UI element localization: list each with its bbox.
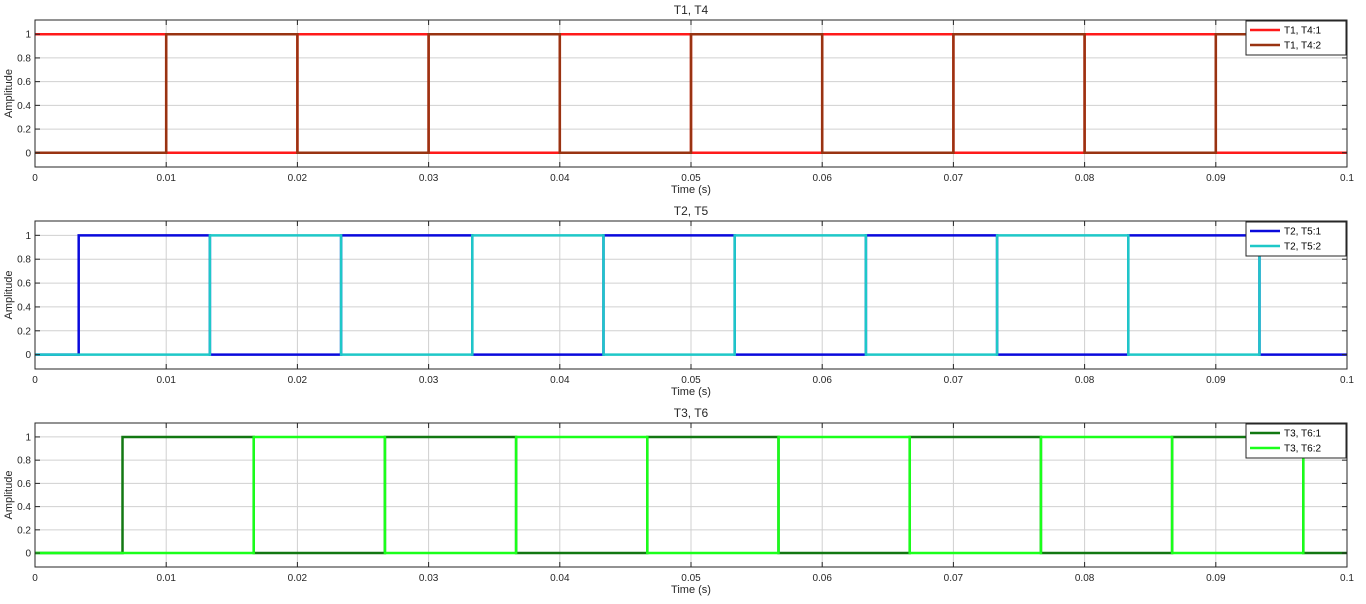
x-tick-label: 0.04 — [550, 173, 570, 184]
x-tick-label: 0.05 — [681, 173, 701, 184]
legend-entry: T3, T6:2 — [1284, 444, 1321, 455]
x-axis-label: Time (s) — [671, 584, 711, 596]
chart-panel-1: 0 0.01 0.02 0.03 0.04 0.05 0.06 0.07 0.08 0.09 0.1… — [3, 3, 1354, 196]
series-line-2 — [35, 435, 1347, 555]
y-tick-label: 0.2 — [17, 326, 31, 337]
y-tick-label: 0.8 — [17, 53, 31, 64]
legend-box — [1245, 423, 1347, 459]
x-tick-label: 0.01 — [156, 173, 176, 184]
x-tick-label: 0.01 — [156, 573, 176, 584]
y-tick-label: 1 — [25, 432, 31, 443]
x-tick-label: 0.07 — [944, 573, 964, 584]
x-tick-label: 0.02 — [288, 375, 308, 386]
chart-panel-2: 0 0.01 0.02 0.03 0.04 0.05 0.06 0.07 0.08 0.09 0.1… — [3, 204, 1354, 398]
x-tick-label: 0.08 — [1075, 573, 1095, 584]
legend-entry: T2, T5:2 — [1284, 242, 1321, 253]
x-tick-label: 0.05 — [681, 375, 701, 386]
x-tick-label: 0.02 — [288, 573, 308, 584]
y-tick-label: 1 — [25, 231, 31, 242]
x-tick-label: 0.07 — [944, 375, 964, 386]
x-tick-label: 0.04 — [550, 375, 570, 386]
x-tick-label: 0 — [32, 573, 38, 584]
x-tick-label: 0 — [32, 375, 38, 386]
legend: T2, T5:1 T2, T5:2 — [1245, 221, 1347, 257]
x-tick-label: 0.08 — [1075, 375, 1095, 386]
legend: T1, T4:1 T1, T4:2 — [1245, 20, 1347, 56]
x-tick-label: 0.02 — [288, 173, 308, 184]
x-tick-label: 0.1 — [1340, 573, 1354, 584]
y-tick-label: 0.6 — [17, 479, 31, 490]
x-axis-label: Time (s) — [671, 386, 711, 398]
x-tick-label: 0 — [32, 173, 38, 184]
legend-box — [1245, 221, 1347, 257]
legend-box — [1245, 20, 1347, 56]
chart-panel-3: 0 0.01 0.02 0.03 0.04 0.05 0.06 0.07 0.08 0.09 0.1… — [3, 406, 1354, 596]
legend-entry: T2, T5:1 — [1284, 227, 1321, 238]
legend: T3, T6:1 T3, T6:2 — [1245, 423, 1347, 459]
x-tick-label: 0.09 — [1206, 173, 1226, 184]
y-tick-label: 0.8 — [17, 255, 31, 266]
y-tick-label: 0 — [25, 148, 31, 159]
y-axis-label: Amplitude — [3, 69, 15, 118]
y-tick-label: 0.4 — [17, 302, 31, 313]
y-tick-label: 0 — [25, 350, 31, 361]
x-tick-label: 0.06 — [812, 375, 832, 386]
y-tick-label: 1 — [25, 30, 31, 41]
x-tick-label: 0.01 — [156, 375, 176, 386]
y-axis-label: Amplitude — [3, 271, 15, 320]
y-tick-label: 0.6 — [17, 77, 31, 88]
x-tick-label: 0.08 — [1075, 173, 1095, 184]
chart-title: T3, T6 — [674, 406, 709, 420]
x-tick-label: 0.1 — [1340, 173, 1354, 184]
legend-entry: T3, T6:1 — [1284, 429, 1321, 440]
legend-entry: T1, T4:2 — [1284, 41, 1321, 52]
y-tick-label: 0.2 — [17, 525, 31, 536]
series-line-2 — [35, 234, 1347, 356]
x-tick-label: 0.03 — [419, 173, 439, 184]
x-tick-label: 0.07 — [944, 173, 964, 184]
series-line-2 — [35, 32, 1347, 155]
y-tick-label: 0 — [25, 549, 31, 560]
y-tick-label: 0.6 — [17, 279, 31, 290]
x-tick-label: 0.1 — [1340, 375, 1354, 386]
x-tick-label: 0.04 — [550, 573, 570, 584]
x-tick-label: 0.09 — [1206, 573, 1226, 584]
x-tick-label: 0.06 — [812, 573, 832, 584]
y-tick-label: 0.2 — [17, 125, 31, 136]
y-tick-label: 0.4 — [17, 502, 31, 513]
y-tick-label: 0.4 — [17, 101, 31, 112]
x-tick-label: 0.03 — [419, 375, 439, 386]
x-tick-label: 0.03 — [419, 573, 439, 584]
y-tick-label: 0.8 — [17, 456, 31, 467]
x-axis-label: Time (s) — [671, 184, 711, 196]
x-tick-label: 0.09 — [1206, 375, 1226, 386]
chart-title: T2, T5 — [674, 204, 709, 218]
x-tick-label: 0.06 — [812, 173, 832, 184]
chart-title: T1, T4 — [674, 3, 709, 17]
legend-entry: T1, T4:1 — [1284, 26, 1321, 37]
y-axis-label: Amplitude — [3, 471, 15, 520]
x-tick-label: 0.05 — [681, 573, 701, 584]
